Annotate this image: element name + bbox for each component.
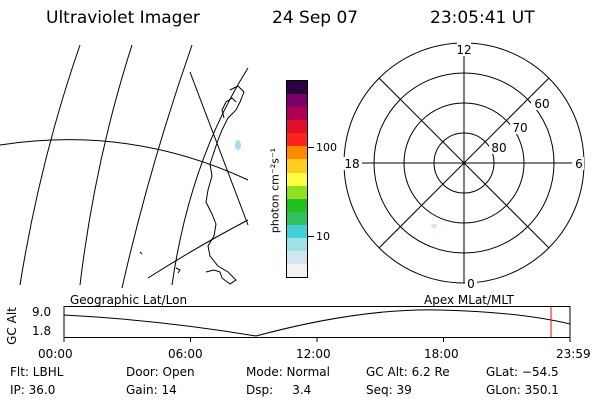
- xtick-label: 06:00: [168, 347, 203, 361]
- mode-status: Mode: Normal: [246, 365, 330, 379]
- colorbar-tick: [308, 147, 314, 148]
- colorbar-band: [287, 133, 307, 147]
- latitude-line: [189, 71, 249, 226]
- colorbar-band: [287, 107, 307, 121]
- altitude-max-label: 9.0: [32, 305, 52, 319]
- island-outline: [175, 267, 181, 274]
- colorbar-band: [287, 211, 307, 225]
- geographic-coords-label: Geographic Lat/Lon: [70, 293, 188, 307]
- mlt-label-bottom: 0: [467, 277, 475, 290]
- mlat-label: 80: [491, 141, 506, 155]
- colorbar-tick: [308, 236, 314, 237]
- dsp-status: Dsp: 3.4: [246, 383, 312, 397]
- colorbar-band: [287, 159, 307, 173]
- meridian-line: [171, 67, 249, 286]
- polar-plot: 12 18 6 0 60 70 80: [342, 42, 585, 290]
- mlt-line: [378, 77, 550, 249]
- xtick-label: 18:00: [424, 347, 459, 361]
- mlt-label-top: 12: [456, 43, 471, 57]
- seq-status: Seq: 39: [366, 383, 412, 397]
- aurora-emission: [431, 224, 437, 228]
- ip-status: IP: 36.0: [10, 383, 56, 397]
- xtick-label: 23:59: [556, 347, 591, 361]
- altitude-timeline: [63, 306, 571, 342]
- apex-coords-label: Apex MLat/MLT: [424, 293, 514, 307]
- colorbar-band: [287, 263, 307, 277]
- coastline: [221, 97, 237, 119]
- latitude-line: [147, 219, 249, 279]
- meridian-line: [19, 44, 81, 286]
- altitude-axis-label: GC Alt: [5, 307, 19, 345]
- aurora-emission: [235, 140, 241, 150]
- date-label: 24 Sep 07: [272, 8, 359, 28]
- colorbar-band: [287, 185, 307, 199]
- instrument-title: Ultraviolet Imager: [46, 8, 200, 28]
- colorbar-band: [287, 224, 307, 238]
- colorbar-band: [287, 120, 307, 134]
- colorbar-unit-label: photon cm⁻²s⁻¹: [268, 147, 282, 234]
- colorbar-tick-label: 100: [316, 141, 337, 154]
- meridian-line: [79, 44, 133, 286]
- altitude-min-label: 1.8: [32, 324, 52, 338]
- time-label: 23:05:41 UT: [430, 8, 535, 28]
- meridian-line: [121, 44, 193, 289]
- colorbar: [286, 80, 308, 278]
- coastline: [205, 85, 245, 285]
- colorbar-band: [287, 94, 307, 108]
- mlat-label: 60: [534, 97, 549, 111]
- door-status: Door: Open: [126, 365, 195, 379]
- colorbar-band: [287, 198, 307, 212]
- mlt-label-left: 18: [344, 157, 359, 171]
- mlt-label-right: 6: [575, 157, 583, 171]
- gain-status: Gain: 14: [126, 383, 177, 397]
- colorbar-band: [287, 250, 307, 264]
- xtick-label: 00:00: [38, 347, 73, 361]
- xtick-label: 12:00: [296, 347, 331, 361]
- latitude-line: [0, 139, 249, 181]
- glat-status: GLat: −54.5: [486, 365, 559, 379]
- glon-status: GLon: 350.1: [486, 383, 559, 397]
- geographic-map: [0, 44, 249, 289]
- filter-status: Flt: LBHL: [10, 365, 64, 379]
- mlat-label: 70: [512, 121, 527, 135]
- island-outline: [139, 251, 143, 255]
- colorbar-band: [287, 237, 307, 251]
- colorbar-band: [287, 146, 307, 160]
- altitude-curve: [63, 309, 571, 337]
- colorbar-band: [287, 81, 307, 95]
- colorbar-band: [287, 172, 307, 186]
- colorbar-tick-label: 10: [316, 230, 330, 243]
- gc-alt-status: GC Alt: 6.2 Re: [366, 365, 450, 379]
